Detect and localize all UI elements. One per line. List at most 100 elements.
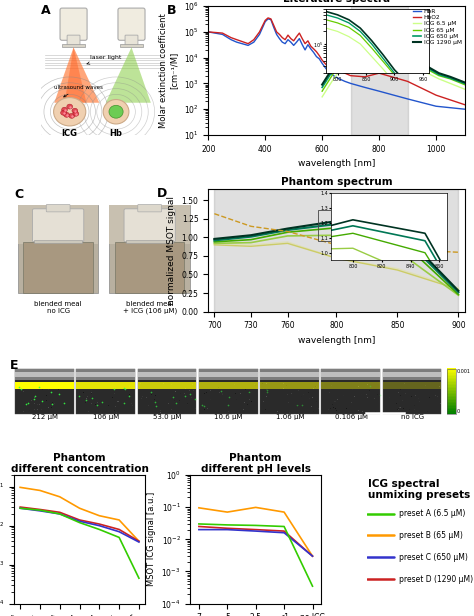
ICG 650 μM xyxy=(319,84,325,91)
ICG 65 μM xyxy=(359,22,365,29)
HbO2 xyxy=(280,34,285,41)
ICG 650 μM xyxy=(382,15,388,23)
Bar xyxy=(383,383,441,389)
HbR xyxy=(234,38,239,46)
ICG 6.5 μM xyxy=(436,75,442,83)
Bar xyxy=(137,368,196,414)
ICG 65 μM xyxy=(382,18,388,25)
Bar xyxy=(447,399,456,400)
Line: HbR: HbR xyxy=(208,19,465,109)
ICG 65 μM xyxy=(405,47,410,55)
ICG 65 μM xyxy=(371,14,376,21)
Text: 0: 0 xyxy=(457,409,460,414)
HbR xyxy=(256,31,262,38)
ICG 1290 μM xyxy=(405,44,410,52)
Bar xyxy=(321,368,380,414)
HbR xyxy=(271,23,277,31)
Text: ultrasound waves: ultrasound waves xyxy=(54,85,103,97)
Bar xyxy=(109,205,190,245)
ICG 650 μM xyxy=(348,40,354,47)
Text: ICG [a.u.]: ICG [a.u.] xyxy=(449,380,454,403)
HbO2 xyxy=(228,34,234,41)
Bar xyxy=(260,368,319,414)
Bar xyxy=(62,44,85,47)
Bar xyxy=(18,205,99,293)
HbR xyxy=(219,31,225,38)
ICG 650 μM xyxy=(405,46,410,54)
Text: D: D xyxy=(157,187,167,200)
ICG 6.5 μM xyxy=(354,36,359,43)
Ellipse shape xyxy=(61,110,66,115)
HbO2 xyxy=(256,28,262,36)
Bar xyxy=(447,376,456,378)
FancyBboxPatch shape xyxy=(33,209,84,242)
Text: B: B xyxy=(167,4,177,17)
ICG 6.5 μM xyxy=(405,52,410,59)
ICG 6.5 μM xyxy=(376,20,382,28)
ICG 650 μM xyxy=(425,64,430,71)
Text: blended meal
no ICG: blended meal no ICG xyxy=(34,301,82,314)
Title: Phantom
different pH levels: Phantom different pH levels xyxy=(201,453,310,474)
ICG 650 μM xyxy=(413,57,419,64)
ICG 65 μM xyxy=(342,54,348,62)
HbO2 xyxy=(219,30,225,37)
Bar xyxy=(447,368,456,370)
Text: 212 μM: 212 μM xyxy=(32,413,58,419)
FancyBboxPatch shape xyxy=(67,35,80,46)
HbO2 xyxy=(300,35,305,43)
FancyBboxPatch shape xyxy=(138,205,162,212)
HbO2 xyxy=(285,31,291,39)
HbR xyxy=(268,16,274,23)
HbO2 xyxy=(271,22,277,29)
Bar xyxy=(447,403,456,405)
HbR xyxy=(251,38,256,46)
Bar xyxy=(447,389,456,391)
HbO2 xyxy=(245,40,251,47)
Bar xyxy=(447,379,456,381)
ICG 65 μM xyxy=(319,87,325,95)
HbO2 xyxy=(314,48,319,55)
Bar xyxy=(447,383,456,385)
Bar xyxy=(447,382,456,384)
HbR xyxy=(317,55,322,63)
ICG 1290 μM xyxy=(447,73,453,81)
Bar xyxy=(260,383,319,389)
ICG 65 μM xyxy=(462,81,467,88)
Bar xyxy=(18,205,99,245)
Ellipse shape xyxy=(103,100,129,124)
Bar xyxy=(120,44,143,47)
ICG 6.5 μM xyxy=(342,60,348,67)
Polygon shape xyxy=(106,47,151,103)
Bar xyxy=(447,410,456,413)
ICG 650 μM xyxy=(365,14,371,21)
Bar xyxy=(23,242,93,293)
ICG 1290 μM xyxy=(413,55,419,63)
HbO2 xyxy=(305,37,311,44)
ICG 650 μM xyxy=(376,12,382,20)
HbO2 xyxy=(342,70,348,77)
HbR xyxy=(325,67,331,75)
Text: laser light: laser light xyxy=(87,55,122,64)
FancyBboxPatch shape xyxy=(60,8,87,40)
ICG 65 μM xyxy=(348,44,354,51)
Ellipse shape xyxy=(54,97,86,126)
HbR xyxy=(265,15,271,23)
Bar xyxy=(199,368,257,380)
HbO2 xyxy=(319,57,325,64)
ICG 1290 μM xyxy=(354,25,359,32)
Ellipse shape xyxy=(64,112,70,117)
Bar xyxy=(318,210,416,241)
Text: ICG: ICG xyxy=(62,129,78,138)
ICG 650 μM xyxy=(447,75,453,82)
HbO2 xyxy=(274,28,280,36)
Bar xyxy=(447,394,456,396)
ICG 650 μM xyxy=(331,66,337,73)
ICG 1290 μM xyxy=(376,10,382,18)
Text: 106 μM: 106 μM xyxy=(93,413,119,419)
Text: preset A (6.5 μM): preset A (6.5 μM) xyxy=(399,509,465,518)
Bar xyxy=(109,205,190,293)
HbR xyxy=(228,36,234,43)
Bar xyxy=(447,407,456,410)
Legend: HbR, HbO2, ICG 6.5 μM, ICG 65 μM, ICG 650 μM, ICG 1290 μM: HbR, HbO2, ICG 6.5 μM, ICG 65 μM, ICG 65… xyxy=(413,9,462,45)
Bar xyxy=(447,387,456,390)
